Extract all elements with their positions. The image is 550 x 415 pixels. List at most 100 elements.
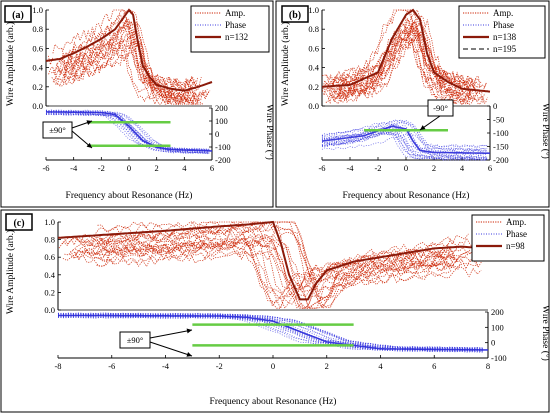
phase-series-trace <box>321 122 488 151</box>
amp-series-trace <box>51 30 203 105</box>
amp-series-trace <box>62 245 455 309</box>
amp-tick-label: 0.2 <box>308 82 319 92</box>
amp-series-trace <box>83 236 456 297</box>
legend-label: n=132 <box>225 32 248 42</box>
amp-highlighted-line <box>57 220 489 301</box>
amp-series-trace <box>333 38 485 106</box>
amp-axis-title: Wire Amplitude (arb.) <box>5 230 16 314</box>
phase-series-trace <box>321 132 488 161</box>
amp-series-trace <box>64 231 460 308</box>
amp-tick-label: 0.6 <box>308 43 319 53</box>
amp-tick-label: 0.4 <box>44 270 55 280</box>
x-tick-label: 6 <box>432 361 436 371</box>
amp-series-trace <box>333 9 473 87</box>
amp-series-trace <box>96 228 485 309</box>
phase-highlighted-line <box>321 125 491 155</box>
amp-tick-label: 1.0 <box>308 5 319 15</box>
annotation-arrowhead <box>420 125 426 130</box>
legend-box <box>190 5 270 53</box>
amp-tick-label: 1.0 <box>44 217 55 227</box>
phase-series-trace <box>57 315 483 352</box>
amp-tick-label: 0.0 <box>44 305 55 315</box>
legend-label: Amp. <box>493 8 513 18</box>
legend-label: Phase <box>506 229 527 239</box>
legend-label: n=138 <box>493 32 517 42</box>
amp-series-trace <box>58 225 455 302</box>
amp-tick-label: 0.2 <box>44 287 55 297</box>
x-tick-label: 0 <box>404 163 408 173</box>
legend-label: Phase <box>225 20 246 30</box>
annotation-arrowhead <box>186 328 192 334</box>
amp-series-trace <box>323 28 472 98</box>
panel-label-box <box>5 213 33 231</box>
amp-series-trace <box>96 247 452 309</box>
x-tick-label: 6 <box>488 163 492 173</box>
amp-series-trace <box>72 231 457 291</box>
panel-label: (a) <box>12 10 24 21</box>
annotation-label: -90° <box>433 103 448 113</box>
legend-label: n=195 <box>493 44 517 54</box>
phase-series-trace <box>57 312 483 349</box>
amp-tick-label: 0.2 <box>32 82 43 92</box>
legend-label: n=98 <box>506 241 525 251</box>
x-tick-label: 2 <box>325 361 329 371</box>
amp-series-trace <box>332 9 487 89</box>
x-tick-label: 4 <box>182 163 187 173</box>
phase-series-trace <box>321 121 488 152</box>
phase-tick-label: -200 <box>215 155 231 165</box>
amp-tick-label: 0.8 <box>308 24 319 34</box>
amp-series-trace <box>334 14 487 94</box>
phase-tick-label: -150 <box>493 142 509 152</box>
x-axis-title: Frequency about Resonance (Hz) <box>210 396 337 407</box>
phase-series-trace <box>321 131 488 161</box>
panel-b: 0.0 0.2 0.4 0.6 0.8 1.0 0 -50 -100 -150 -200 -6 -4 -2… <box>275 0 550 208</box>
amp-series-trace <box>325 31 474 105</box>
amp-series-trace <box>57 24 201 95</box>
annotation-arrowhead <box>86 120 92 126</box>
phase-series-trace <box>45 109 210 151</box>
phase-tick-label: -200 <box>493 155 509 165</box>
amp-highlighted-line <box>45 8 213 92</box>
phase-series-trace <box>321 119 488 148</box>
x-tick-label: 8 <box>486 361 490 371</box>
phase-tick-label: 0 <box>493 101 497 111</box>
x-tick-label: -6 <box>42 163 49 173</box>
amp-series-trace <box>59 223 471 310</box>
amp-series-trace <box>61 20 198 98</box>
panel-a: 0.0 0.2 0.4 0.6 0.8 1.0 200 100 0 -100 -200 -6 -4 -2 0… <box>0 0 275 208</box>
legend-label: Phase <box>493 20 514 30</box>
phase-axis-title: Wire Phase (°) <box>540 305 550 361</box>
amp-axis-title: Wire Amplitude (arb.) <box>5 22 16 106</box>
panel-frame <box>275 0 550 208</box>
amp-series-trace <box>61 9 195 89</box>
panel-label-box <box>4 5 32 23</box>
amp-series-trace <box>64 37 211 106</box>
x-tick-label: 2 <box>155 163 159 173</box>
amp-highlighted-line <box>321 8 491 93</box>
annotation-label: ±90° <box>49 125 66 135</box>
amp-series-trace <box>59 39 200 106</box>
amp-tick-label: 0.0 <box>308 101 319 111</box>
amp-tick-label: 1.0 <box>32 5 43 15</box>
phase-series-trace <box>57 314 483 351</box>
amp-tick-label: 0.8 <box>32 24 43 34</box>
phase-series-trace <box>321 132 488 161</box>
phase-series-trace <box>321 129 488 159</box>
amp-series-trace <box>93 250 482 309</box>
x-tick-label: -4 <box>70 163 78 173</box>
annotation-arrow <box>149 329 193 339</box>
phase-tick-label: 100 <box>215 116 228 126</box>
amp-series-trace <box>322 9 474 87</box>
legend-label: Amp. <box>506 217 526 227</box>
amp-series-trace <box>61 223 446 305</box>
amp-axis-title: Wire Amplitude (arb.) <box>280 22 291 106</box>
annotation-arrowhead <box>186 352 192 357</box>
x-tick-label: -2 <box>374 163 381 173</box>
x-tick-label: 0 <box>271 361 275 371</box>
phase-series-trace <box>321 131 488 161</box>
x-tick-label: 6 <box>210 163 214 173</box>
panel-c: 0.0 0.2 0.4 0.6 0.8 1.0 200 100 0 -100 -8 -6 -4 -2 0 2 4… <box>0 209 550 413</box>
phase-tick-label: 100 <box>491 322 504 332</box>
